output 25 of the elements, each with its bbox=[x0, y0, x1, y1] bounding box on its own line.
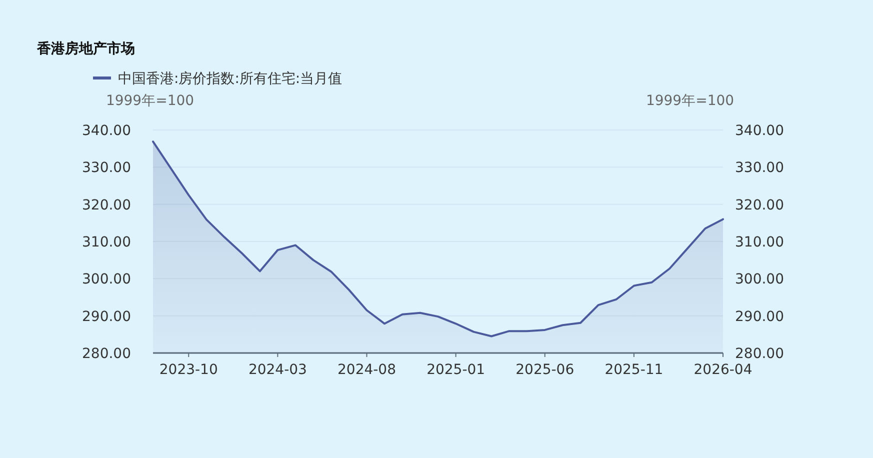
y2-tick-label: 330.00 bbox=[735, 160, 784, 176]
legend: 中国香港:房价指数:所有住宅:当月值 bbox=[93, 71, 342, 87]
y2-tick-label: 340.00 bbox=[735, 123, 784, 139]
x-tick-label: 2024-08 bbox=[338, 362, 396, 378]
y-axis-title: 1999年=100 bbox=[106, 93, 194, 109]
x-tick-label: 2024-03 bbox=[248, 362, 307, 378]
x-tick-label: 2026-04 bbox=[694, 362, 752, 378]
chart-title: 香港房地产市场 bbox=[36, 40, 135, 57]
y-tick-label: 330.00 bbox=[82, 160, 131, 176]
y-tick-label: 280.00 bbox=[82, 346, 131, 362]
y-tick-label: 290.00 bbox=[82, 308, 131, 325]
y2-tick-label: 310.00 bbox=[735, 234, 784, 250]
y-tick-label: 310.00 bbox=[82, 234, 131, 250]
x-tick-label: 2025-01 bbox=[426, 362, 486, 378]
x-tick-label: 2025-11 bbox=[604, 362, 664, 378]
y2-tick-label: 280.00 bbox=[735, 346, 784, 362]
x-tick-label: 2023-10 bbox=[159, 362, 218, 378]
y2-axis-title: 1999年=100 bbox=[646, 93, 734, 109]
y-tick-label: 320.00 bbox=[82, 197, 131, 214]
y-tick-label: 340.00 bbox=[82, 123, 131, 139]
y2-tick-label: 290.00 bbox=[735, 308, 784, 325]
y2-tick-label: 300.00 bbox=[735, 272, 784, 288]
y-tick-label: 300.00 bbox=[82, 272, 131, 288]
x-tick-label: 2025-06 bbox=[516, 362, 574, 378]
y2-tick-label: 320.00 bbox=[735, 197, 784, 214]
